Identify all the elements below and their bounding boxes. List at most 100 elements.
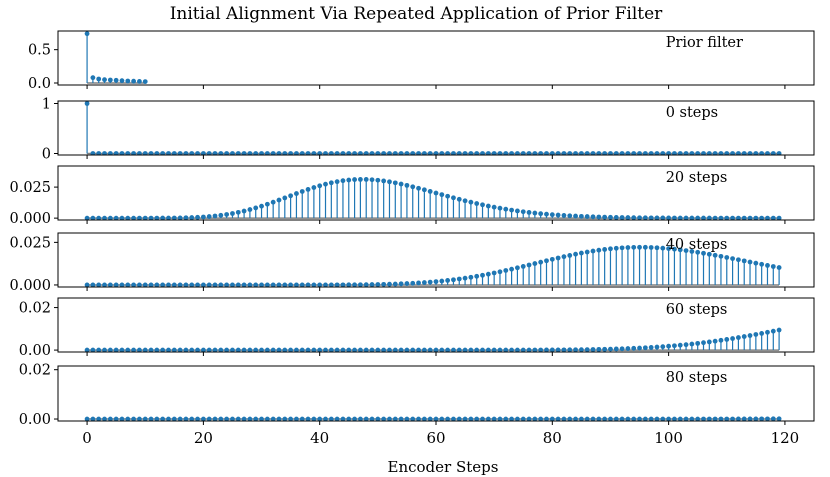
x-tick-label: 40 — [310, 429, 329, 447]
stem-marker — [299, 416, 305, 421]
stem-marker — [759, 261, 765, 267]
stem-marker — [241, 416, 247, 421]
stem-marker — [387, 281, 392, 287]
stem-marker — [107, 215, 113, 220]
stem-marker — [544, 347, 549, 352]
stem-marker — [218, 212, 224, 218]
stem-marker — [654, 344, 660, 350]
stem-marker — [358, 282, 363, 287]
stem-marker — [561, 347, 567, 352]
stem-marker — [602, 214, 608, 220]
stem-marker — [631, 215, 637, 220]
panel-2: 0 1 0 steps — [42, 97, 815, 163]
stem-marker — [113, 347, 119, 352]
stem-marker — [102, 347, 107, 352]
stem-marker — [578, 151, 584, 155]
stem-marker — [107, 151, 113, 155]
stem-marker — [578, 213, 584, 219]
stem-marker — [631, 345, 637, 351]
stem-marker — [474, 347, 480, 352]
stem-marker — [392, 347, 398, 352]
stem-marker — [433, 416, 439, 421]
stem-marker — [416, 151, 421, 155]
stem-marker — [311, 282, 317, 287]
stem-marker — [451, 195, 456, 201]
stem-marker — [509, 347, 514, 352]
stem-marker — [602, 151, 608, 155]
stem-marker — [445, 278, 451, 283]
stem-marker — [166, 416, 171, 421]
stem-marker — [631, 151, 637, 155]
stem-marker — [334, 282, 340, 287]
stem-marker — [468, 151, 474, 155]
stem-marker — [765, 416, 770, 421]
stem-marker — [730, 416, 735, 421]
stem-marker — [218, 282, 224, 287]
y-tick-label: 0.000 — [9, 278, 51, 294]
stem-marker — [131, 78, 137, 84]
stem-marker — [759, 416, 765, 421]
stem-marker — [171, 282, 177, 287]
stem-marker — [637, 244, 642, 250]
stem-marker — [294, 416, 299, 421]
stem-marker — [90, 151, 96, 155]
stem-marker — [137, 79, 142, 84]
stem-marker — [677, 151, 683, 155]
stem-marker — [462, 275, 468, 281]
stem-marker — [480, 151, 485, 155]
stem-marker — [96, 151, 102, 155]
stem-marker — [689, 341, 695, 347]
stem-marker — [706, 339, 712, 345]
stem-marker — [358, 151, 363, 155]
stem-marker — [369, 282, 375, 287]
stem-marker — [421, 280, 427, 285]
stem-marker — [590, 347, 596, 352]
stem-marker — [689, 416, 695, 421]
stem-marker — [404, 151, 410, 155]
stem-marker — [497, 205, 503, 211]
stem-marker — [148, 151, 154, 155]
stem-marker — [561, 416, 567, 421]
stem-marker — [137, 347, 142, 352]
stem-marker — [189, 347, 195, 352]
stem-marker — [160, 282, 166, 287]
stem-marker — [323, 282, 328, 287]
stem-marker — [131, 282, 136, 287]
stem-marker — [171, 151, 177, 155]
stem-marker — [346, 416, 352, 421]
stem-marker — [695, 340, 701, 346]
stem-marker — [166, 151, 171, 155]
stem-marker — [119, 282, 125, 287]
stem-marker — [416, 185, 421, 191]
stem-marker — [410, 347, 416, 352]
stem-marker — [462, 198, 468, 204]
stem-marker — [398, 181, 404, 187]
stem-marker — [532, 261, 538, 266]
stem-marker — [677, 342, 683, 348]
stem-marker — [410, 184, 416, 190]
stem-marker — [747, 333, 753, 338]
stem-marker — [113, 416, 119, 421]
stem-marker — [526, 416, 532, 421]
stem-marker — [520, 416, 526, 421]
stem-marker — [654, 416, 660, 421]
stem-marker — [491, 270, 497, 276]
stem-marker — [573, 213, 578, 219]
stem-marker — [183, 416, 189, 421]
stem-marker — [410, 280, 416, 286]
stem-marker — [730, 215, 735, 220]
stem-marker — [549, 151, 555, 155]
stem-marker — [480, 416, 485, 421]
stem-marker — [462, 416, 468, 421]
y-tick-label: 0 — [42, 147, 51, 163]
stem-marker — [288, 416, 294, 421]
stem-marker — [718, 253, 724, 259]
stem-marker — [253, 205, 259, 211]
y-tick-label: 0.025 — [9, 180, 51, 196]
panel-2-stems — [84, 101, 782, 155]
stem-marker — [241, 208, 247, 214]
stem-marker — [398, 281, 404, 287]
stem-marker — [177, 151, 183, 155]
